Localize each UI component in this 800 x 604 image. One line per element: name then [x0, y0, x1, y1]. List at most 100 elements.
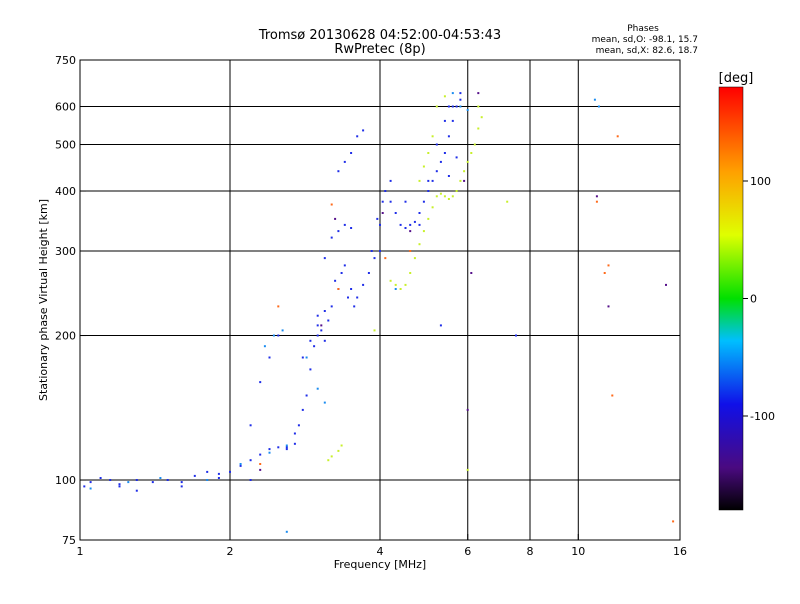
data-point [217, 472, 220, 475]
data-point [616, 135, 619, 138]
y-axis-ticks: 75 100 200 300 400 500 600 750 [55, 54, 86, 547]
data-point [399, 288, 402, 290]
data-point [249, 479, 252, 481]
data-point [422, 230, 425, 233]
data-point [427, 190, 430, 192]
x-tick-label: 2 [227, 545, 234, 558]
data-point [451, 92, 454, 95]
data-point [367, 272, 370, 274]
data-point [268, 451, 271, 454]
data-point [337, 230, 340, 233]
data-point [323, 257, 326, 260]
data-point [272, 334, 275, 337]
colorbar-label: [deg] [719, 71, 754, 86]
data-point [451, 105, 454, 108]
data-point [409, 272, 412, 274]
colorbar-tick-label: 100 [750, 175, 771, 188]
data-point [263, 345, 266, 348]
data-point [455, 156, 458, 159]
data-point [323, 339, 326, 342]
data-point [466, 109, 469, 111]
data-point [285, 444, 288, 447]
data-point [334, 279, 337, 282]
data-point [340, 444, 343, 447]
data-point [362, 283, 365, 286]
data-point [193, 474, 196, 477]
data-point [431, 179, 434, 182]
y-tick-label: 75 [62, 534, 76, 547]
data-point [381, 212, 384, 214]
data-point [506, 200, 509, 203]
data-point [316, 387, 319, 390]
data-point [327, 319, 330, 322]
colorbar-tick-label: 0 [750, 293, 757, 306]
data-point [370, 250, 373, 252]
data-point [320, 324, 323, 327]
data-point [384, 190, 387, 192]
data-point [459, 98, 462, 101]
y-tick-label: 750 [55, 54, 76, 67]
data-point [83, 485, 86, 488]
data-point [672, 520, 675, 523]
data-point [443, 195, 446, 198]
data-point [455, 190, 458, 192]
data-point [409, 230, 412, 233]
data-point [281, 329, 284, 332]
data-point [229, 470, 231, 473]
data-point [399, 223, 402, 226]
data-point [597, 105, 600, 108]
data-point [447, 175, 450, 177]
data-point [135, 489, 138, 492]
data-point [301, 356, 304, 359]
data-point [413, 257, 416, 260]
y-tick-label: 100 [55, 474, 76, 487]
data-point [89, 481, 92, 484]
data-point [466, 160, 469, 163]
y-tick-label: 500 [55, 139, 76, 152]
data-point [99, 477, 102, 479]
data-point [316, 334, 319, 337]
data-point [316, 324, 319, 327]
data-point [376, 217, 379, 220]
x-tick-label: 4 [377, 545, 384, 558]
y-tick-label: 600 [55, 101, 76, 114]
data-point [301, 408, 304, 411]
phase-info-heading: Phases [627, 24, 659, 34]
colorbar-ticks: 100 0 -100 [743, 175, 775, 423]
x-tick-label: 1 [77, 545, 84, 558]
colorbar-tick-label: -100 [750, 410, 775, 423]
data-point [259, 381, 262, 384]
data-point [515, 334, 517, 337]
data-point [427, 179, 430, 182]
data-point [327, 459, 330, 462]
data-point [443, 152, 446, 154]
data-point [473, 143, 476, 146]
data-point [343, 160, 346, 163]
data-point [422, 165, 425, 168]
data-point [389, 279, 392, 282]
data-point [89, 487, 92, 490]
data-point [356, 296, 359, 299]
data-point [470, 272, 473, 274]
data-point [159, 477, 162, 479]
data-point [607, 305, 610, 308]
data-point [394, 283, 397, 286]
data-point [259, 468, 262, 471]
data-point [180, 481, 183, 484]
data-point [330, 203, 333, 206]
data-point [418, 243, 421, 246]
data-point [340, 272, 343, 274]
data-point [409, 223, 412, 226]
data-point [239, 463, 242, 465]
y-tick-label: 200 [55, 330, 76, 343]
data-point [435, 105, 438, 108]
data-point [285, 530, 288, 533]
data-point [477, 92, 480, 95]
colorbar [718, 86, 744, 511]
data-point [109, 479, 112, 481]
data-point [330, 455, 333, 458]
data-point [447, 105, 450, 108]
data-point [127, 481, 130, 484]
data-point [347, 296, 349, 299]
